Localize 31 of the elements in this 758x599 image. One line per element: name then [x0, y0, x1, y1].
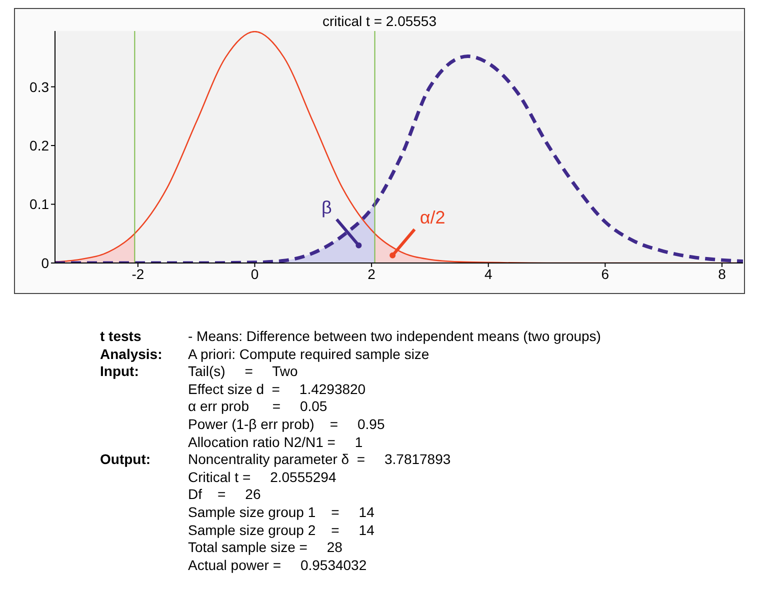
text: Noncentrality parameter δ = 3.7817893 [188, 451, 451, 469]
text: Power (1-β err prob) = 0.95 [188, 416, 385, 434]
text: Allocation ratio N2/N1 = 1 [188, 434, 363, 452]
text: Critical t = 2.0555294 [188, 468, 336, 486]
y-tick-label: 0.1 [30, 196, 50, 212]
x-tick-label: 8 [718, 266, 726, 282]
text: Effect size d = 1.4293820 [188, 380, 366, 398]
annotation: β [322, 197, 332, 218]
text: α err prob = 0.05 [188, 398, 328, 416]
text: - Means: Difference between two independent means (two groups) [188, 328, 601, 346]
text: A priori: Compute required sample size [188, 346, 430, 364]
text: t tests [100, 328, 142, 346]
text: Tail(s) = Two [188, 363, 298, 381]
text: Output: [100, 451, 152, 469]
chart-title: critical t = 2.05553 [321, 13, 438, 29]
text: Input: [100, 363, 140, 381]
x-tick-label: 2 [368, 266, 376, 282]
x-tick-label: 6 [601, 266, 610, 282]
y-tick-label: 0.2 [30, 138, 50, 154]
text: Analysis: [100, 346, 164, 364]
x-tick-label: 4 [484, 266, 492, 282]
text: Actual power = 0.9534032 [188, 556, 367, 574]
x-tick-label: 0 [250, 266, 259, 282]
y-tick-label: 0.3 [30, 78, 50, 95]
text: Sample size group 1 = 14 [188, 504, 374, 522]
y-tick-label: 0 [41, 254, 50, 271]
text: Df = 26 [188, 486, 261, 504]
text: Sample size group 2 = 14 [188, 522, 374, 540]
x-tick-label: -2 [132, 266, 144, 282]
annotation: α/2 [420, 207, 446, 228]
text: Total sample size = 28 [188, 539, 342, 557]
